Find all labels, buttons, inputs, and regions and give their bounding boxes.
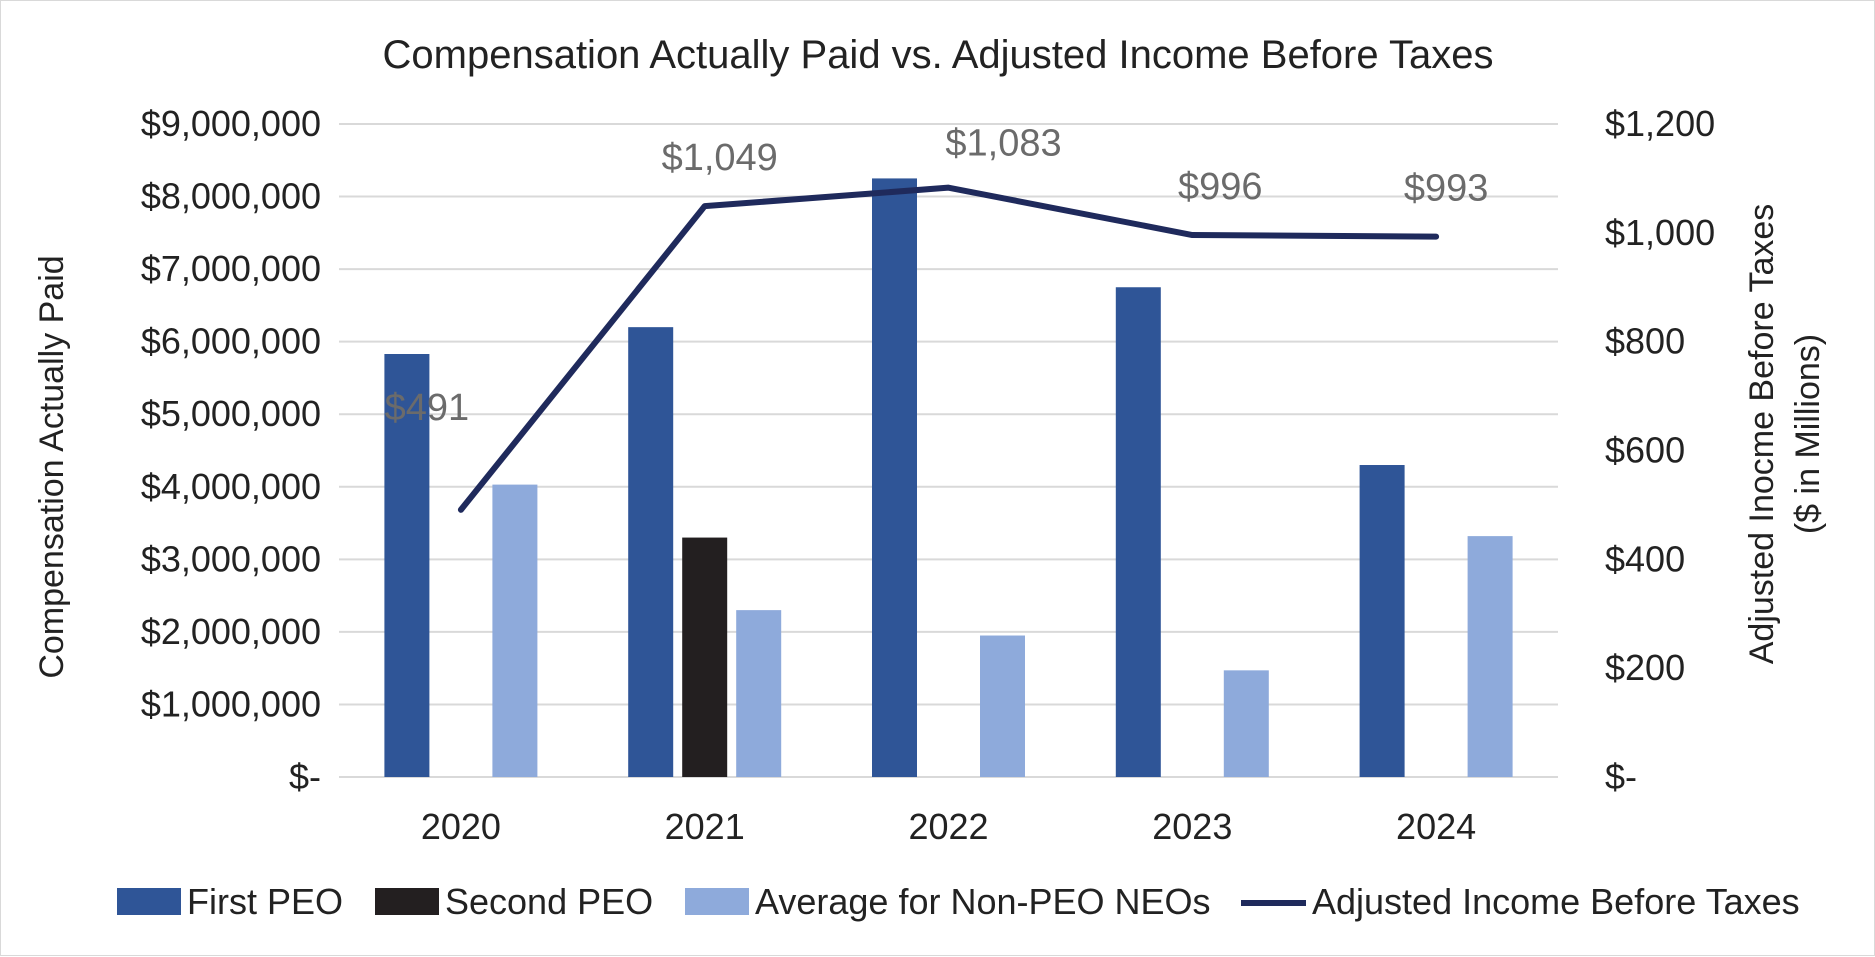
right-tick-label-5: $1,000	[1605, 212, 1715, 253]
line-layer: $491 $1,049 $1,083 $996 $993	[385, 123, 1489, 513]
line-data-label-2021: $1,049	[662, 137, 778, 179]
bar-first-peo-2020	[384, 354, 430, 777]
left-tick-label-7: $7,000,000	[141, 248, 321, 289]
chart-title: Compensation Actually Paid vs. Adjusted …	[383, 33, 1494, 77]
right-tick-label-4: $800	[1605, 321, 1685, 362]
line-data-label-2022: $1,083	[945, 123, 1061, 165]
left-axis-ticks: $- $1,000,000 $2,000,000 $3,000,000 $4,000,0…	[141, 103, 321, 797]
line-data-label-2024: $993	[1404, 168, 1489, 210]
line-data-label-2020: $491	[385, 387, 470, 429]
bar-average-for-non-peo-neos-2022	[980, 635, 1025, 777]
bar-second-peo-2021	[682, 537, 728, 777]
gridlines	[339, 123, 1558, 778]
bar-first-peo-2022	[872, 178, 917, 777]
x-tick-label-2024: 2024	[1396, 806, 1476, 847]
left-tick-label-8: $8,000,000	[141, 176, 321, 217]
x-tick-label-2023: 2023	[1152, 806, 1232, 847]
right-tick-label-2: $400	[1605, 538, 1685, 579]
bar-average-for-non-peo-neos-2023	[1223, 670, 1269, 777]
right-tick-label-3: $600	[1605, 430, 1685, 471]
right-tick-label-6: $1,200	[1605, 103, 1715, 144]
left-tick-label-4: $4,000,000	[141, 466, 321, 507]
x-axis-labels: 2020 2021 2022 2023 2024	[421, 806, 1476, 847]
left-tick-label-1: $1,000,000	[141, 683, 321, 724]
bar-first-peo-2024	[1359, 465, 1405, 777]
x-tick-label-2021: 2021	[665, 806, 745, 847]
legend-label-non-peo-neos: Average for Non-PEO NEOs	[755, 881, 1211, 922]
right-tick-label-0: $-	[1605, 756, 1637, 797]
legend-swatch-second-peo	[375, 888, 439, 915]
left-tick-label-0: $-	[289, 756, 321, 797]
legend-label-adjusted-income: Adjusted Income Before Taxes	[1312, 881, 1800, 922]
legend-label-first-peo: First PEO	[187, 881, 343, 922]
right-axis-ticks: $- $200 $400 $600 $800 $1,000 $1,200	[1605, 103, 1715, 797]
legend-swatch-non-peo-neos	[685, 888, 749, 915]
bar-first-peo-2023	[1115, 287, 1161, 777]
legend-swatch-first-peo	[117, 888, 181, 915]
x-tick-label-2022: 2022	[908, 806, 988, 847]
line-adjusted-income-before-taxes	[457, 184, 1440, 513]
right-tick-label-1: $200	[1605, 647, 1685, 688]
left-tick-label-5: $5,000,000	[141, 393, 321, 434]
bar-average-for-non-peo-neos-2024	[1467, 536, 1513, 777]
left-tick-label-3: $3,000,000	[141, 538, 321, 579]
left-axis-title: Compensation Actually Paid	[33, 255, 71, 678]
x-tick-label-2020: 2020	[421, 806, 501, 847]
left-tick-label-9: $9,000,000	[141, 103, 321, 144]
left-tick-label-2: $2,000,000	[141, 611, 321, 652]
legend: First PEO Second PEO Average for Non-PEO…	[117, 881, 1800, 922]
right-axis-title-line2: ($ in Millions)	[1789, 334, 1827, 534]
left-tick-label-6: $6,000,000	[141, 321, 321, 362]
bar-average-for-non-peo-neos-2021	[736, 610, 782, 777]
bar-first-peo-2021	[628, 327, 674, 777]
bars	[384, 178, 1513, 777]
line-data-label-2023: $996	[1178, 166, 1263, 208]
bar-average-for-non-peo-neos-2020	[492, 484, 538, 777]
legend-label-second-peo: Second PEO	[445, 881, 653, 922]
right-axis-title-line1: Adjusted Inocme Before Taxes	[1743, 204, 1781, 665]
